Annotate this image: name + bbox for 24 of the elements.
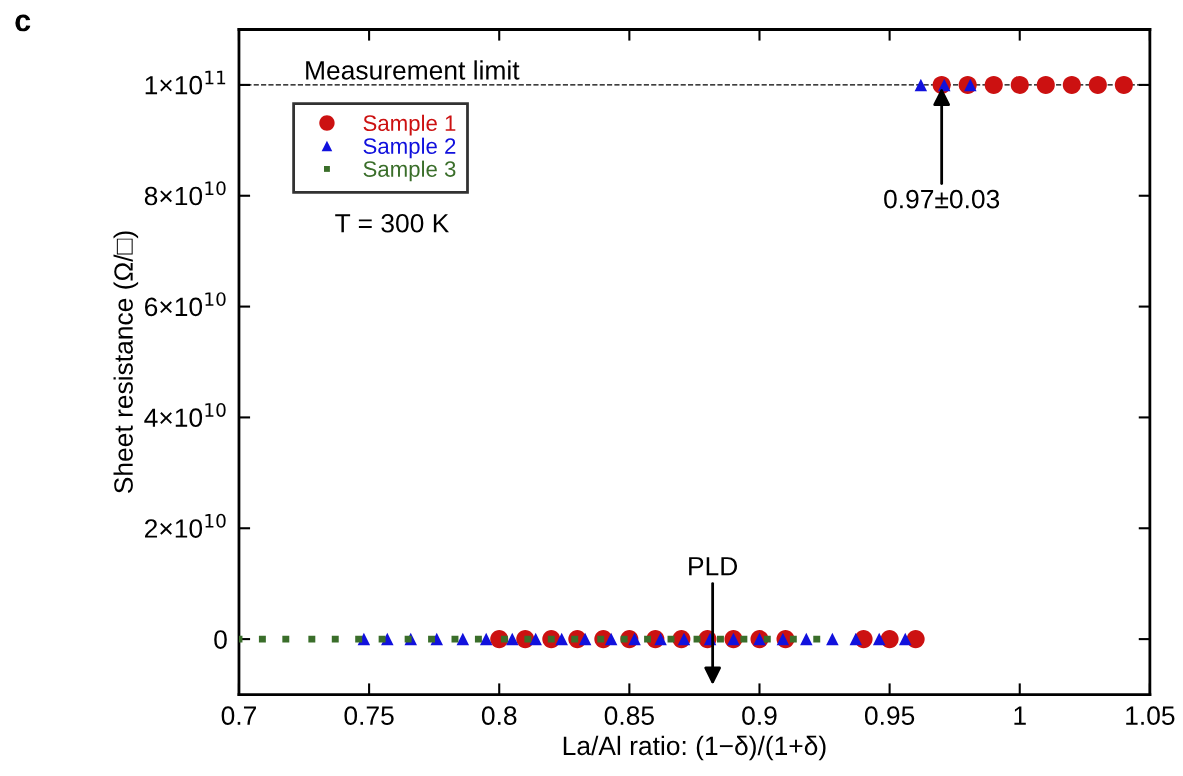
ref-line-label: Measurement limit — [306, 60, 520, 80]
y-tick-label: 8×10$^{10}$ — [144, 181, 226, 206]
y-tick-label: 2×10$^{10}$ — [145, 513, 226, 538]
y-tick-label: 0 — [214, 630, 227, 649]
x-tick-label: 0.75 — [344, 706, 394, 726]
x-tick-label: 1 — [1014, 706, 1026, 725]
y-tick-label: 6×10$^{10}$ — [145, 292, 226, 317]
y-axis-title: Sheet resistance (Ω/□) — [113, 231, 139, 494]
annotation: 0.97±0.03 — [884, 189, 1000, 209]
annotation: PLD — [689, 557, 738, 576]
text: c — [15, 14, 31, 32]
annotation: T = 300 K — [335, 213, 450, 233]
y-tick-label: 4×10$^{10}$ — [144, 402, 226, 428]
x-tick-label: 0.8 — [481, 706, 517, 726]
legend-label: Sample 1 — [363, 114, 456, 136]
x-tick-label: 0.9 — [742, 706, 777, 726]
legend-label: Sample 3 — [363, 160, 456, 182]
x-tick-label: 0.95 — [864, 706, 915, 726]
x-tick-label: 1.05 — [1126, 706, 1175, 726]
x-tick-label: 0.85 — [604, 706, 654, 726]
x-axis-title: La/Al ratio: (1−δ)/(1+δ) — [563, 735, 826, 761]
y-tick-label: 1×10$^{11}$ — [145, 70, 226, 95]
x-tick-label: 0.7 — [221, 706, 256, 726]
legend-label: Sample 2 — [363, 137, 456, 159]
